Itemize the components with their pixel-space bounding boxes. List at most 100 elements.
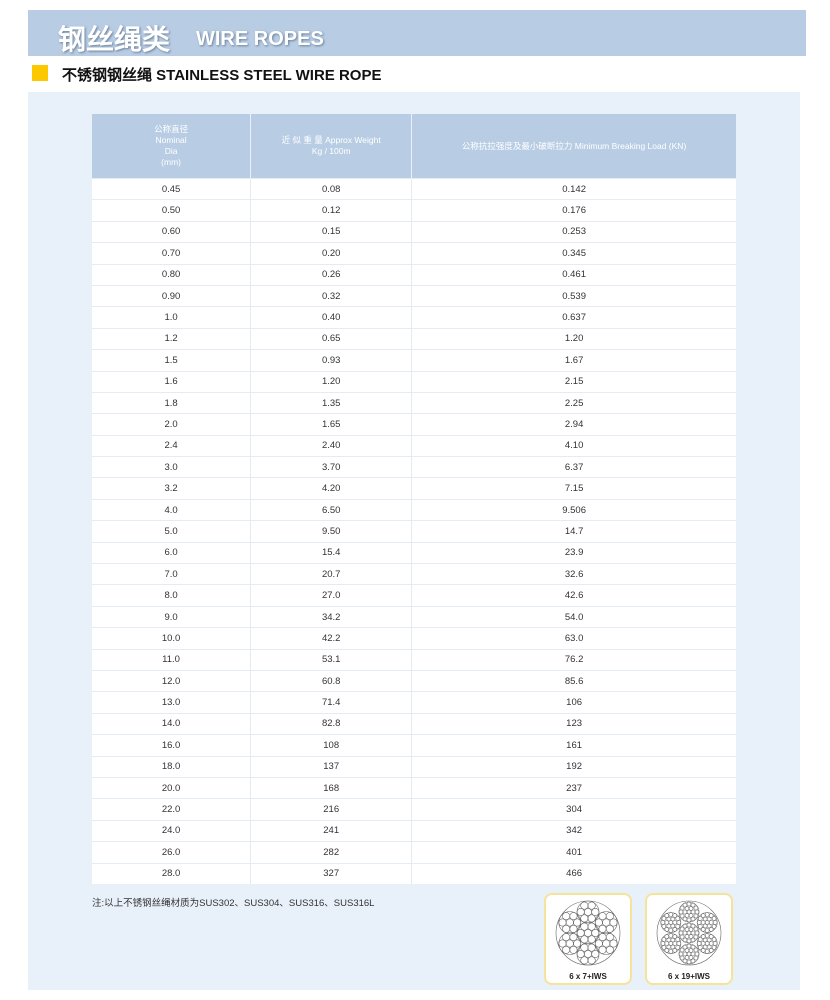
table-cell: 14.7 xyxy=(411,520,736,543)
table-cell: 12.0 xyxy=(92,669,252,692)
column-header: 公称直径 Nominal Dia (mm) xyxy=(92,114,252,179)
table-cell: 1.2 xyxy=(92,327,252,350)
wire xyxy=(609,939,618,948)
wire xyxy=(690,958,696,964)
wire xyxy=(711,924,717,929)
wire xyxy=(679,905,685,911)
wire xyxy=(661,945,667,950)
table-cell: 0.539 xyxy=(411,284,736,307)
column-header: 公称抗拉强度及最小破断拉力 Minimum Breaking Load (KN) xyxy=(411,114,736,179)
wire xyxy=(569,933,578,942)
wire xyxy=(706,916,712,922)
wire xyxy=(694,951,700,957)
table-row: 6.0 15.4 23.9 xyxy=(92,541,736,564)
table-cell: 0.08 xyxy=(250,177,413,200)
wire xyxy=(664,913,670,918)
table-row: 20.0 168 237 xyxy=(92,776,736,799)
wire xyxy=(686,943,692,949)
wire xyxy=(569,945,578,954)
table-cell: 60.8 xyxy=(250,669,413,692)
header-title-cn: 钢丝绳类 xyxy=(58,24,171,55)
wire xyxy=(580,914,589,923)
table-cell: 0.90 xyxy=(92,284,252,307)
table-row: 26.0 282 401 xyxy=(92,841,736,863)
table-cell: 0.93 xyxy=(250,349,413,372)
wire xyxy=(562,924,571,933)
wire xyxy=(605,945,614,954)
strand xyxy=(660,912,682,933)
wire xyxy=(576,950,585,958)
table-row: 22.0 216 304 xyxy=(92,798,736,821)
wire xyxy=(678,909,684,915)
wire xyxy=(587,922,596,931)
wire xyxy=(598,933,607,942)
table-row: 18.0 137 192 xyxy=(92,755,736,778)
table-cell: 1.20 xyxy=(250,370,413,393)
wire xyxy=(688,927,694,932)
wire xyxy=(675,945,681,950)
wire xyxy=(672,948,678,953)
table-cell: 71.4 xyxy=(250,691,413,714)
wire xyxy=(704,949,710,954)
table-cell: 192 xyxy=(411,755,736,778)
wire xyxy=(700,948,706,953)
table-cell: 342 xyxy=(411,819,736,842)
wire xyxy=(682,944,688,950)
table-cell: 3.0 xyxy=(92,456,252,478)
table-cell: 304 xyxy=(411,798,736,821)
strand xyxy=(696,912,718,933)
wire xyxy=(668,928,674,933)
table-cell: 106 xyxy=(411,691,736,714)
wire xyxy=(702,923,708,929)
figure-6x7: 6 x 7+IWS xyxy=(544,893,632,985)
wire xyxy=(711,916,717,921)
table-cell: 7.0 xyxy=(92,563,252,585)
table-cell: 0.26 xyxy=(250,263,413,286)
table-cell: 15.4 xyxy=(250,541,413,564)
table-cell: 0.65 xyxy=(250,327,413,350)
wire xyxy=(670,916,676,922)
wire xyxy=(661,937,667,942)
table-cell: 20.7 xyxy=(250,563,413,585)
header-band: 钢丝绳类 WIRE ROPES xyxy=(28,10,806,56)
wire xyxy=(598,924,607,933)
wire xyxy=(587,935,596,944)
table-row: 2.4 2.40 4.10 xyxy=(92,434,736,457)
table-row: 0.70 0.20 0.345 xyxy=(92,242,736,265)
table-cell: 1.65 xyxy=(250,413,413,436)
table-cell: 0.70 xyxy=(92,242,252,265)
table-cell: 2.0 xyxy=(92,413,252,436)
table-row: 24.0 241 342 xyxy=(92,819,736,842)
wire xyxy=(569,924,578,933)
table-cell: 3.2 xyxy=(92,477,252,500)
wire xyxy=(693,913,699,919)
table-cell: 9.0 xyxy=(92,605,252,628)
wire xyxy=(587,901,596,910)
wire xyxy=(682,916,688,922)
wire xyxy=(682,902,688,908)
table-cell: 9.506 xyxy=(411,498,736,521)
wire xyxy=(672,934,678,939)
table-cell: 1.35 xyxy=(250,391,413,414)
wire xyxy=(690,944,696,950)
wire xyxy=(690,937,696,943)
table-cell: 123 xyxy=(411,712,736,735)
table-cell: 1.0 xyxy=(92,306,252,329)
wire xyxy=(688,906,694,911)
wire xyxy=(686,901,692,907)
wire xyxy=(661,924,667,929)
wire xyxy=(712,920,718,925)
table-cell: 2.94 xyxy=(411,413,736,436)
table-cell: 401 xyxy=(411,841,736,863)
table-cell: 0.461 xyxy=(411,263,736,286)
strand xyxy=(678,922,700,944)
wire xyxy=(660,920,666,925)
table-cell: 0.40 xyxy=(250,306,413,329)
wire xyxy=(591,950,600,958)
table-cell: 0.60 xyxy=(92,220,252,243)
wire xyxy=(587,914,596,923)
wire xyxy=(679,934,685,940)
table-cell: 20.0 xyxy=(92,776,252,799)
wire xyxy=(591,929,600,937)
table-cell: 1.67 xyxy=(411,349,736,372)
